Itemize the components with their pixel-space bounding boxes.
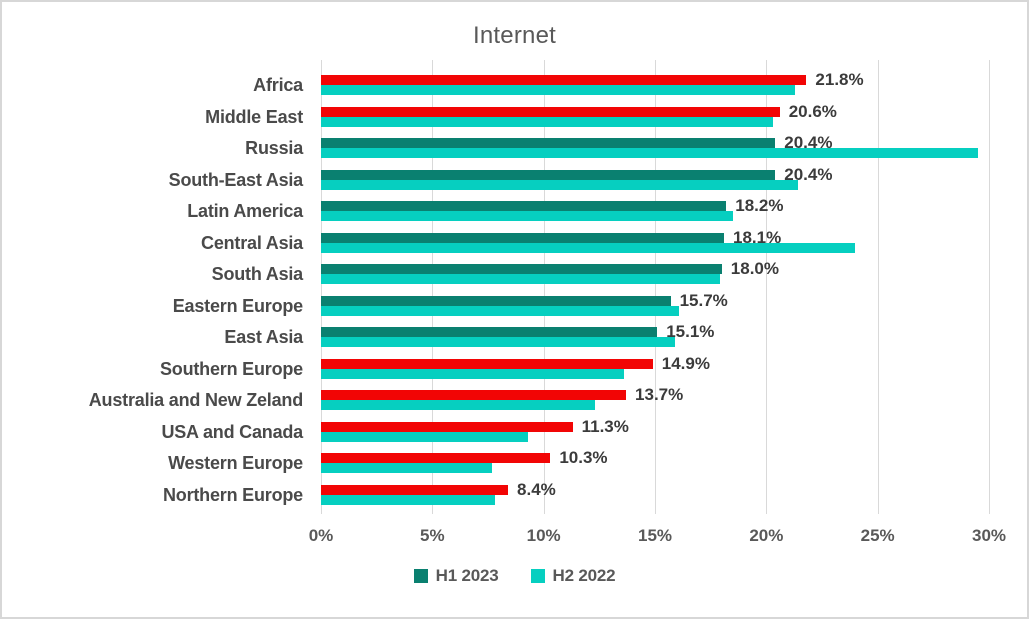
- value-label: 8.4%: [517, 480, 556, 500]
- bar-h1-2023: [321, 485, 509, 496]
- value-label: 20.6%: [788, 101, 837, 121]
- gridline: [432, 60, 434, 514]
- bar-h2-2022: [321, 368, 624, 379]
- bar-h1-2023: [321, 421, 573, 432]
- legend-item-h1-2023: H1 2023: [413, 566, 499, 586]
- legend-label-h1-2023: H1 2023: [435, 566, 499, 585]
- bar-h2-2022: [321, 179, 798, 190]
- bar-h1-2023: [321, 358, 653, 369]
- category-label: Western Europe: [168, 453, 303, 474]
- gridline: [655, 60, 656, 514]
- category-label: Latin America: [187, 201, 303, 222]
- x-axis-tick-label: 20%: [749, 526, 784, 545]
- gridline: [321, 60, 322, 514]
- category-label: USA and Canada: [161, 421, 303, 442]
- bar-h1-2023: [321, 169, 776, 180]
- category-label: Southern Europe: [159, 358, 303, 379]
- category-label: Australia and New Zeland: [88, 390, 303, 411]
- category-label: Central Asia: [201, 232, 303, 253]
- bar-h2-2022: [321, 400, 595, 411]
- legend-swatch-h2-2022: [530, 569, 545, 583]
- category-label: Russia: [245, 138, 303, 159]
- value-label: 13.7%: [635, 385, 684, 405]
- category-label: Northern Europe: [162, 485, 303, 506]
- bar-h1-2023: [321, 264, 722, 275]
- x-axis-tick-label: 25%: [860, 526, 895, 545]
- x-axis-tick-label: 30%: [971, 526, 1007, 545]
- category-label: South-East Asia: [168, 169, 304, 190]
- bar-h2-2022: [321, 148, 978, 159]
- category-label: Eastern Europe: [172, 295, 303, 316]
- bar-h1-2023: [321, 327, 658, 338]
- bar-h2-2022: [321, 337, 676, 348]
- gridline: [877, 60, 879, 514]
- bar-h2-2022: [321, 85, 796, 95]
- value-label: 11.3%: [581, 416, 629, 436]
- value-label: 10.3%: [559, 448, 608, 468]
- bar-h2-2022: [321, 463, 493, 474]
- category-label: Middle East: [205, 106, 303, 127]
- gridline: [543, 60, 545, 514]
- bar-h1-2023: [321, 138, 776, 149]
- value-label: 21.8%: [815, 70, 864, 89]
- bar-h2-2022: [321, 211, 733, 222]
- value-label: 15.1%: [666, 322, 715, 342]
- x-axis-tick-label: 15%: [637, 526, 673, 545]
- category-label: East Asia: [224, 327, 303, 348]
- bar-h2-2022: [321, 274, 720, 285]
- bar-h1-2023: [321, 453, 551, 464]
- bar-h2-2022: [321, 242, 856, 253]
- bar-h1-2023: [321, 75, 807, 85]
- legend: H1 2023 H2 2022: [2, 566, 1027, 586]
- bar-h1-2023: [321, 390, 627, 401]
- bar-h2-2022: [321, 116, 773, 127]
- x-axis-tick-label: 5%: [420, 526, 445, 545]
- legend-label-h2-2022: H2 2022: [552, 566, 616, 585]
- value-label: 18.2%: [735, 196, 784, 216]
- bar-h1-2023: [321, 295, 671, 306]
- value-label: 14.9%: [661, 353, 710, 373]
- gridline: [766, 60, 768, 514]
- gridline: [989, 60, 990, 514]
- x-axis-tick-label: 0%: [308, 526, 334, 545]
- bar-h2-2022: [321, 495, 495, 506]
- value-label: 20.4%: [784, 133, 833, 153]
- category-label: South Asia: [211, 264, 304, 285]
- x-axis-tick-label: 10%: [526, 526, 561, 545]
- chart-title: Internet: [473, 22, 556, 49]
- bar-h1-2023: [321, 201, 727, 212]
- value-label: 18.0%: [730, 259, 779, 279]
- legend-item-h2-2022: H2 2022: [530, 566, 616, 586]
- legend-swatch-h1-2023: [413, 569, 428, 583]
- value-label: 20.4%: [784, 164, 833, 184]
- bar-h1-2023: [321, 232, 725, 243]
- category-label: Africa: [253, 75, 303, 95]
- value-label: 18.1%: [733, 227, 782, 247]
- value-label: 15.7%: [679, 290, 728, 310]
- bar-h2-2022: [321, 431, 529, 442]
- bar-h1-2023: [321, 106, 780, 117]
- bar-h2-2022: [321, 305, 680, 316]
